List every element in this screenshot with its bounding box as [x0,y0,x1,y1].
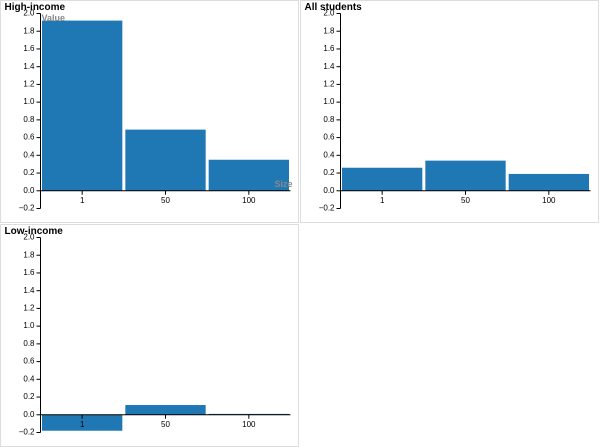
x-axis-title: Size [274,179,292,189]
bar [425,160,506,191]
y-tick-label: 0.4 [23,150,35,159]
y-tick-label: 0.2 [323,168,335,177]
bar [125,405,206,415]
panel: 1 50 100 −0.2 0.0 0.2 0.4 0.6 0.8 1.0 1.2 1.4 1.6 1.8… [0,0,299,223]
y-tick-label: 1.4 [323,62,335,71]
y-tick-label: 0.6 [23,357,35,366]
y-tick-label: 1.6 [23,44,35,53]
y-tick-label: 0.0 [23,186,35,195]
x-tick-label: 50 [461,196,470,205]
bar [42,414,123,431]
y-tick-label: 1.2 [23,80,35,89]
y-tick-label: 0.6 [323,133,335,142]
y-tick-label: 0.2 [23,392,35,401]
y-tick-label: 2.0 [23,233,35,242]
y-tick-label: 1.0 [23,321,35,330]
y-tick-label: 1.4 [23,62,35,71]
y-tick-label: 1.8 [23,26,35,35]
y-tick-label: 1.6 [323,44,335,53]
y-tick-label: 0.4 [323,150,335,159]
y-tick-label: 0.8 [23,339,35,348]
y-tick-label: −0.2 [319,204,335,213]
x-tick-label: 100 [242,196,256,205]
y-tick-label: 0.0 [23,410,35,419]
y-tick-label: 0.2 [23,168,35,177]
bar [342,167,423,191]
y-tick-label: 2.0 [23,9,35,18]
y-tick-label: 1.4 [23,286,35,295]
chart-title: All students [305,2,363,13]
y-tick-label: 1.6 [23,268,35,277]
x-tick-label: 100 [242,420,256,429]
panel: 1 50 100 −0.2 0.0 0.2 0.4 0.6 0.8 1.0 1.2 1.4 1.6 1.8… [300,0,599,223]
y-axis-title: Value [42,13,66,23]
y-tick-label: 1.8 [23,250,35,259]
y-tick-label: 1.8 [323,26,335,35]
x-tick-label: 1 [80,196,85,205]
chart-title: High-income [5,2,66,13]
y-tick-label: 0.8 [23,115,35,124]
y-tick-label: 1.2 [323,80,335,89]
chart-title: Low-income [5,226,64,237]
y-tick-label: 1.0 [23,97,35,106]
y-tick-label: 2.0 [323,9,335,18]
bar [125,129,206,191]
x-tick-label: 50 [161,196,170,205]
y-tick-label: 0.4 [23,374,35,383]
bar [208,159,289,191]
y-tick-label: 0.6 [23,133,35,142]
bar [42,20,123,191]
y-tick-label: 0.8 [323,115,335,124]
bar [508,173,589,191]
x-tick-label: 1 [80,420,85,429]
y-tick-label: −0.2 [19,428,35,437]
x-tick-label: 1 [380,196,385,205]
x-tick-label: 50 [161,420,170,429]
y-tick-label: 0.0 [323,186,335,195]
panel: 1 50 100 −0.2 0.0 0.2 0.4 0.6 0.8 1.0 1.2 1.4 1.6 1.8… [0,224,299,447]
x-tick-label: 100 [542,196,556,205]
y-tick-label: 1.2 [23,304,35,313]
y-tick-label: 1.0 [323,97,335,106]
y-tick-label: −0.2 [19,204,35,213]
